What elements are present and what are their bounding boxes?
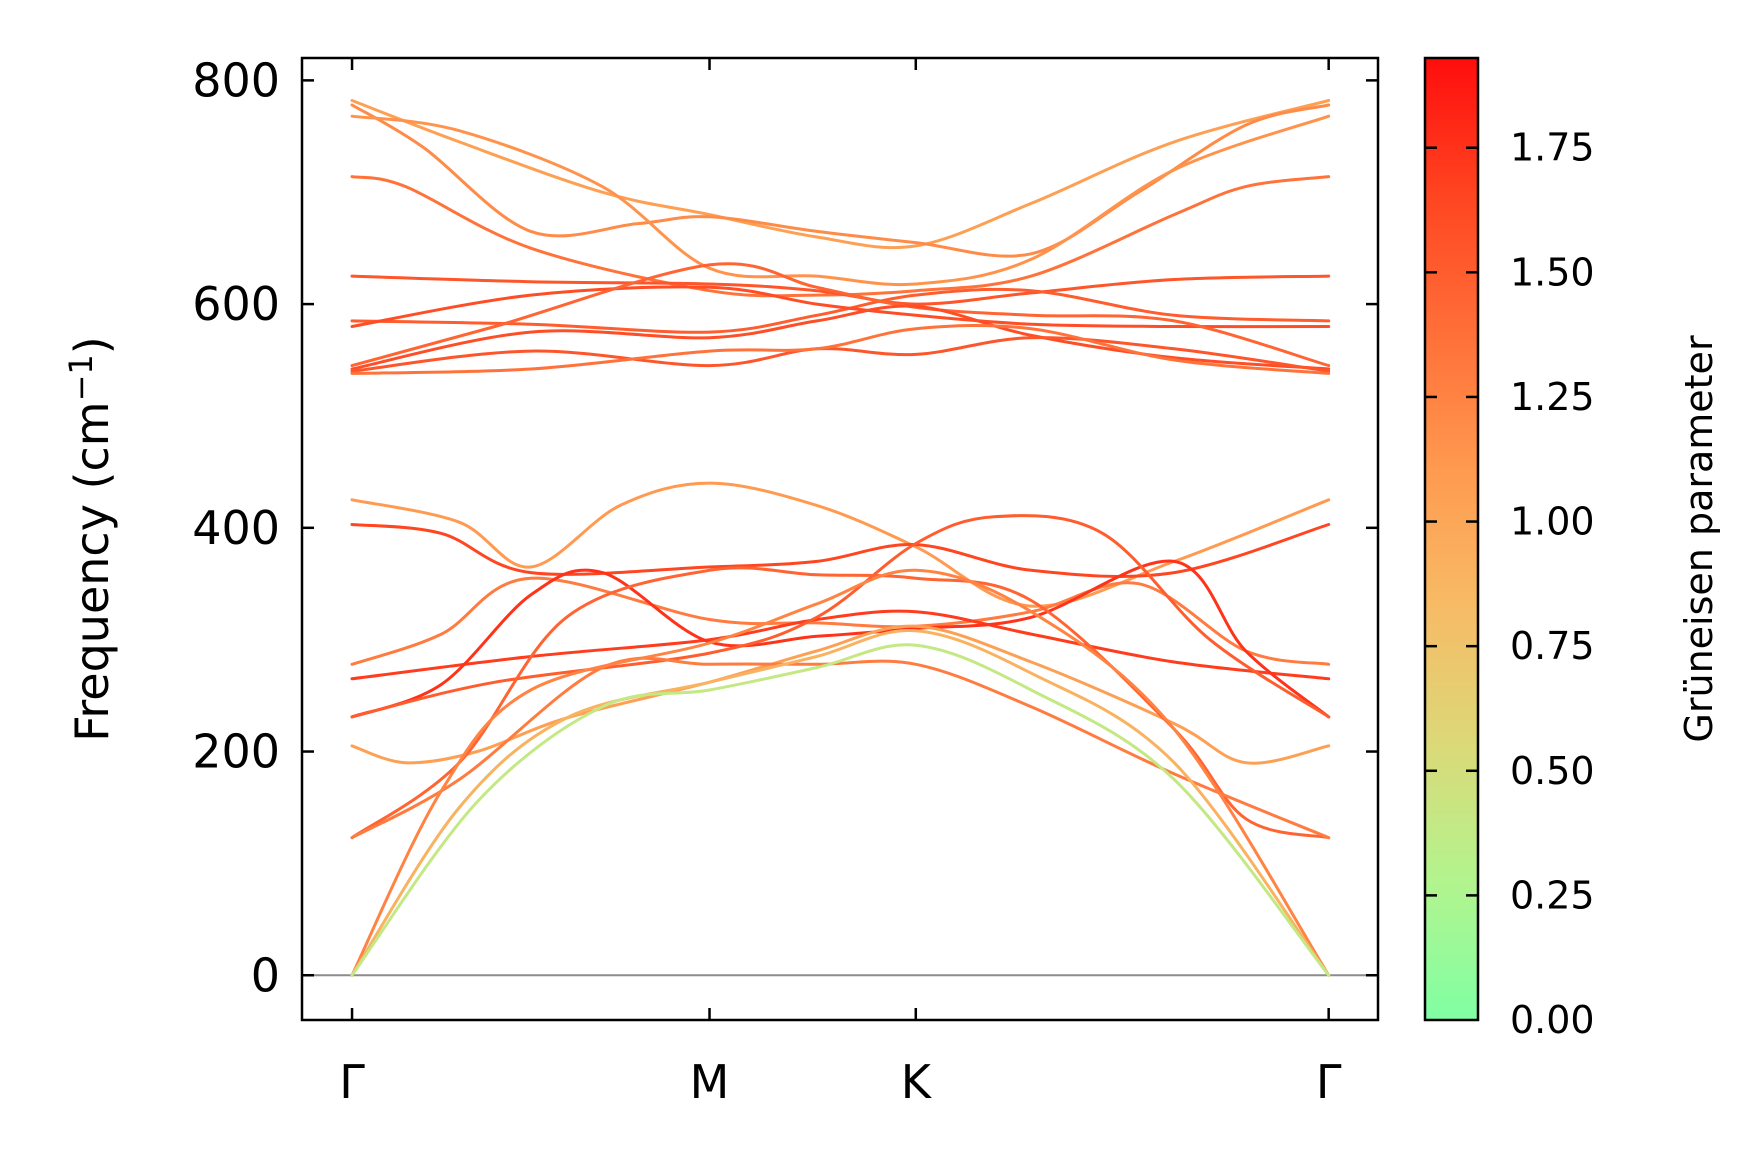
band-line-21 [350, 568, 1331, 977]
colorbar-tick-label: 1.25 [1510, 375, 1595, 419]
colorbar-title: Grüneisen parameter [1677, 335, 1721, 743]
y-tick-label: 800 [192, 53, 280, 107]
band-line-10 [350, 336, 1331, 373]
y-tick-label: 0 [251, 948, 280, 1002]
band-line-12 [350, 481, 1331, 608]
colorbar-tick-label: 0.50 [1510, 749, 1595, 793]
band-line-23 [350, 643, 1331, 977]
plot-frame [300, 56, 1380, 1022]
colorbar-tick-label: 1.00 [1510, 500, 1595, 544]
band-line-7 [350, 285, 1331, 329]
colorbar-tick-label: 0.00 [1510, 998, 1595, 1042]
colorbar-bar [1423, 56, 1480, 1022]
y-tick-label: 400 [192, 501, 280, 555]
band-line-3 [350, 114, 1331, 287]
band-lines [350, 99, 1331, 977]
band-line-1 [350, 99, 1331, 250]
band-line-15 [350, 609, 1331, 681]
band-line-4 [350, 175, 1331, 298]
band-line-17 [350, 514, 1331, 719]
colorbar-tick-label: 1.75 [1510, 126, 1595, 170]
band-line-14 [350, 576, 1331, 666]
y-tick-label: 200 [192, 725, 280, 779]
band-line-16 [350, 559, 1331, 719]
y-tick-label: 600 [192, 277, 280, 331]
y-axis-title: Frequency (cm−1) [62, 336, 119, 741]
band-line-8 [350, 262, 1331, 368]
band-line-6 [350, 287, 1331, 334]
band-line-20 [350, 656, 1331, 840]
plot-area: 0 200 400 600 800 Γ M K Γ Frequency (cm−1) [62, 53, 1380, 1109]
band-line-22 [350, 628, 1331, 977]
band-line-11 [350, 323, 1331, 375]
colorbar-tick-label: 1.50 [1510, 250, 1595, 294]
x-tick-label: M [690, 1055, 730, 1109]
x-tick-label: K [901, 1055, 933, 1109]
colorbar: 0.00 0.25 0.50 0.75 1.00 1.25 1.50 1.75 Grüneise… [1423, 56, 1721, 1042]
x-tick-label: Γ [1316, 1055, 1342, 1109]
band-line-9 [350, 304, 1331, 371]
band-line-19 [350, 566, 1331, 840]
colorbar-tick-label: 0.25 [1510, 873, 1595, 917]
x-tick-label: Γ [339, 1055, 365, 1109]
band-line-18 [350, 624, 1331, 765]
colorbar-tick-label: 0.75 [1510, 624, 1595, 668]
